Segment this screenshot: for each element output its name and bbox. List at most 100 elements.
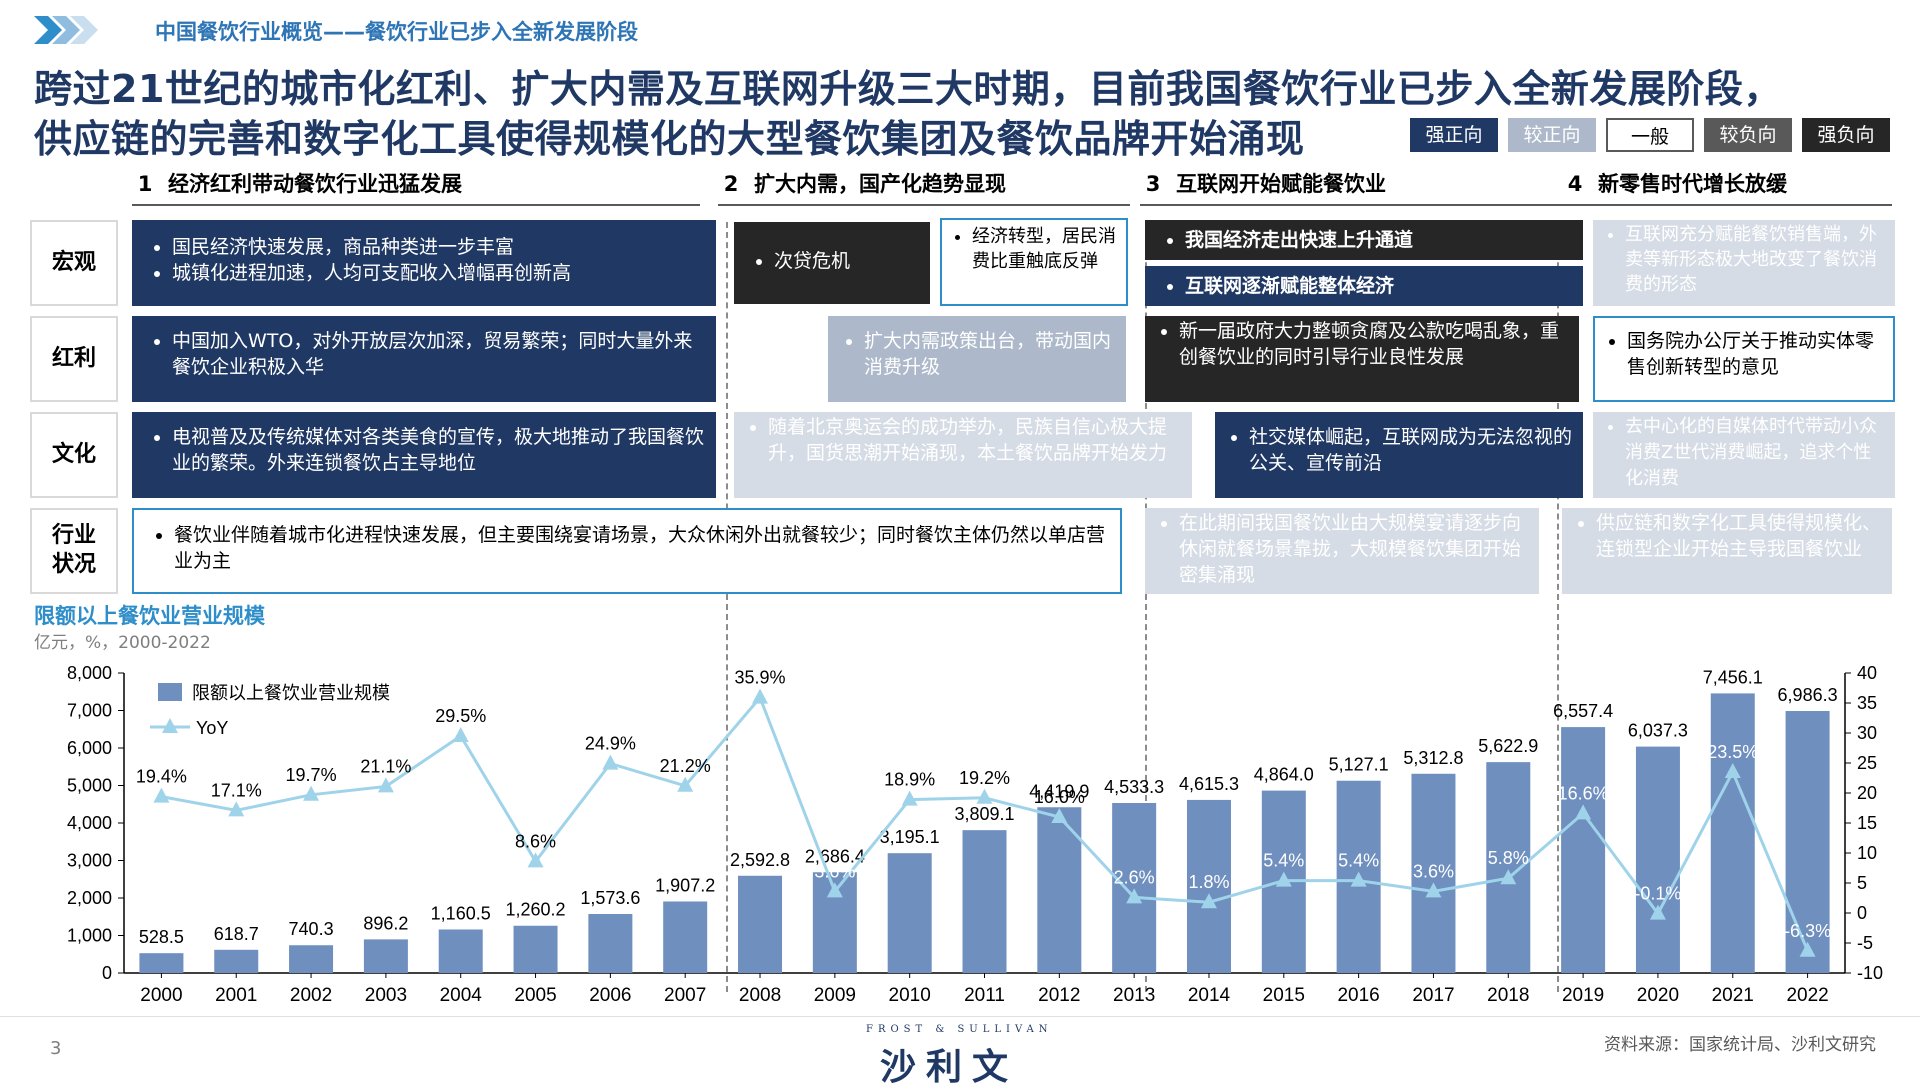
bar-label-2019: 6,557.4 bbox=[1553, 701, 1613, 721]
legend-bar-swatch bbox=[158, 683, 182, 701]
legend-bar-label: 限额以上餐饮业营业规模 bbox=[192, 683, 390, 703]
yoy-marker-2004 bbox=[452, 727, 469, 742]
cell-industry-period12: 餐饮业伴随着城市化进程快速发展，但主要围绕宴请场景，大众休闲外出就餐较少；同时餐… bbox=[132, 508, 1122, 594]
bar-label-2001: 618.7 bbox=[214, 924, 259, 944]
bar-label-2000: 528.5 bbox=[139, 927, 184, 947]
industry-p4-item: 供应链和数字化工具使得规模化、连锁型企业开始主导我国餐饮业 bbox=[1596, 510, 1882, 562]
industry-p3-item: 在此期间我国餐饮业由大规模宴请逐步向休闲就餐场景靠拢，大规模餐饮集团开始密集涌现 bbox=[1179, 510, 1529, 588]
bar-2013 bbox=[1112, 803, 1157, 973]
yoy-label-2015: 5.4% bbox=[1263, 851, 1304, 871]
x-tick-label-2022: 2022 bbox=[1786, 985, 1828, 1006]
y-left-tick-label: 2,000 bbox=[67, 888, 112, 908]
y-left-tick-label: 4,000 bbox=[67, 813, 112, 833]
bar-label-2016: 5,127.1 bbox=[1329, 755, 1389, 775]
x-tick-label-2013: 2013 bbox=[1113, 985, 1155, 1006]
bar-label-2020: 6,037.3 bbox=[1628, 721, 1688, 741]
yoy-marker-2006 bbox=[602, 754, 619, 770]
legend-strong-negative: 强负向 bbox=[1802, 118, 1890, 152]
yoy-marker-2016 bbox=[1350, 871, 1367, 887]
row-label-macro: 宏观 bbox=[30, 220, 118, 306]
y-right-tick-label: -10 bbox=[1857, 963, 1883, 983]
y-right-tick-label: -5 bbox=[1857, 933, 1873, 953]
bar-label-2002: 740.3 bbox=[289, 919, 334, 939]
x-tick-label-2004: 2004 bbox=[440, 985, 483, 1006]
macro-p2-item-a: 次贷危机 bbox=[774, 248, 918, 274]
cell-culture-period3: 社交媒体崛起，互联网成为无法忽视的公关、宣传前沿 bbox=[1215, 412, 1583, 498]
x-tick-label-2010: 2010 bbox=[889, 985, 931, 1006]
period-header-3: 3 互联网开始赋能餐饮业 bbox=[1140, 164, 1580, 206]
yoy-label-2004: 29.5% bbox=[435, 706, 486, 726]
bar-label-2008: 2,592.8 bbox=[730, 850, 790, 870]
y-right-tick-label: 10 bbox=[1857, 843, 1877, 863]
macro-p3-item-b: 互联网逐渐赋能整体经济 bbox=[1185, 273, 1571, 299]
yoy-label-2020: -0.1% bbox=[1634, 884, 1681, 904]
yoy-label-2018: 5.8% bbox=[1488, 848, 1529, 868]
yoy-label-2016: 5.4% bbox=[1338, 851, 1379, 871]
bar-2019 bbox=[1561, 727, 1606, 973]
yoy-marker-2021 bbox=[1724, 763, 1741, 778]
y-right-tick-label: 25 bbox=[1857, 753, 1877, 773]
y-right-tick-label: 0 bbox=[1857, 903, 1867, 923]
x-tick-label-2019: 2019 bbox=[1562, 985, 1604, 1006]
macro-p1-item-b: 城镇化进程加速，人均可支配收入增幅再创新高 bbox=[172, 260, 704, 286]
y-left-tick-label: 3,000 bbox=[67, 851, 112, 871]
bar-2021 bbox=[1710, 693, 1755, 973]
yoy-marker-2020 bbox=[1649, 904, 1666, 920]
bar-label-2003: 896.2 bbox=[363, 913, 408, 933]
cell-bonus-period3: 新一届政府大力整顿贪腐及公款吃喝乱象，重创餐饮业的同时引导行业良性发展 bbox=[1145, 316, 1579, 402]
x-tick-label-2021: 2021 bbox=[1712, 985, 1754, 1006]
y-left-tick-label: 1,000 bbox=[67, 926, 112, 946]
x-tick-label-2012: 2012 bbox=[1038, 985, 1080, 1006]
bar-2018 bbox=[1486, 762, 1531, 973]
cell-bonus-period2: 扩大内需政策出台，带动国内消费升级 bbox=[828, 316, 1126, 402]
yoy-label-2008: 35.9% bbox=[734, 668, 785, 688]
yoy-marker-2003 bbox=[377, 777, 394, 793]
cell-macro-period4: 互联网充分赋能餐饮销售端，外卖等新形态极大地改变了餐饮消费的形态 bbox=[1593, 220, 1895, 306]
yoy-label-2006: 24.9% bbox=[585, 734, 636, 754]
chart-title: 限额以上餐饮业营业规模 bbox=[34, 604, 265, 628]
macro-p2-item-b: 经济转型，居民消费比重触底反弹 bbox=[972, 224, 1118, 274]
bar-2002 bbox=[289, 945, 334, 973]
yoy-marker-2002 bbox=[303, 785, 320, 801]
bar-2003 bbox=[363, 939, 408, 973]
period-divider-2 bbox=[1145, 222, 1147, 992]
x-tick-label-2011: 2011 bbox=[964, 985, 1005, 1006]
yoy-label-2007: 21.2% bbox=[660, 756, 711, 776]
x-tick-label-2005: 2005 bbox=[514, 985, 556, 1006]
bar-label-2010: 3,195.1 bbox=[880, 827, 940, 847]
macro-p1-item-a: 国民经济快速发展，商品种类进一步丰富 bbox=[172, 234, 704, 260]
y-right-tick-label: 20 bbox=[1857, 783, 1877, 803]
bar-label-2015: 4,864.0 bbox=[1254, 765, 1314, 785]
bar-2005 bbox=[513, 925, 558, 973]
period-header-2: 2 扩大内需，国产化趋势显现 bbox=[718, 164, 1130, 206]
y-right-tick-label: 15 bbox=[1857, 813, 1877, 833]
yoy-label-2010: 18.9% bbox=[884, 770, 935, 790]
bar-2004 bbox=[438, 929, 483, 973]
x-tick-label-2009: 2009 bbox=[814, 985, 856, 1006]
bar-label-2018: 5,622.9 bbox=[1478, 736, 1538, 756]
source-note: 资料来源：国家统计局、沙利文研究 bbox=[1604, 1035, 1876, 1055]
cell-macro-period3-b: 互联网逐渐赋能整体经济 bbox=[1145, 266, 1583, 306]
yoy-marker-2000 bbox=[153, 787, 170, 803]
x-tick-label-2018: 2018 bbox=[1487, 985, 1529, 1006]
y-left-tick-label: 0 bbox=[102, 963, 112, 983]
x-tick-label-2002: 2002 bbox=[290, 985, 332, 1006]
yoy-marker-2001 bbox=[228, 801, 245, 817]
row-label-bonus: 红利 bbox=[30, 316, 118, 402]
culture-p3-item: 社交媒体崛起，互联网成为无法忽视的公关、宣传前沿 bbox=[1249, 424, 1573, 476]
x-tick-label-2008: 2008 bbox=[739, 985, 781, 1006]
x-tick-label-2020: 2020 bbox=[1637, 985, 1679, 1006]
culture-p2-item: 随着北京奥运会的成功举办，民族自信心极大提升，国货思潮开始涌现，本土餐饮品牌开始… bbox=[768, 414, 1182, 466]
bar-2017 bbox=[1411, 773, 1456, 973]
bar-2020 bbox=[1635, 746, 1680, 973]
yoy-label-2011: 19.2% bbox=[959, 768, 1010, 788]
yoy-marker-2022 bbox=[1799, 941, 1816, 957]
x-tick-label-2007: 2007 bbox=[664, 985, 706, 1006]
row-label-culture: 文化 bbox=[30, 412, 118, 498]
yoy-marker-2014 bbox=[1200, 893, 1217, 909]
y-left-tick-label: 7,000 bbox=[67, 701, 112, 721]
x-tick-label-2017: 2017 bbox=[1412, 985, 1454, 1006]
y-left-tick-label: 6,000 bbox=[67, 738, 112, 758]
yoy-marker-2018 bbox=[1500, 869, 1517, 885]
footer-divider bbox=[0, 1016, 1920, 1017]
